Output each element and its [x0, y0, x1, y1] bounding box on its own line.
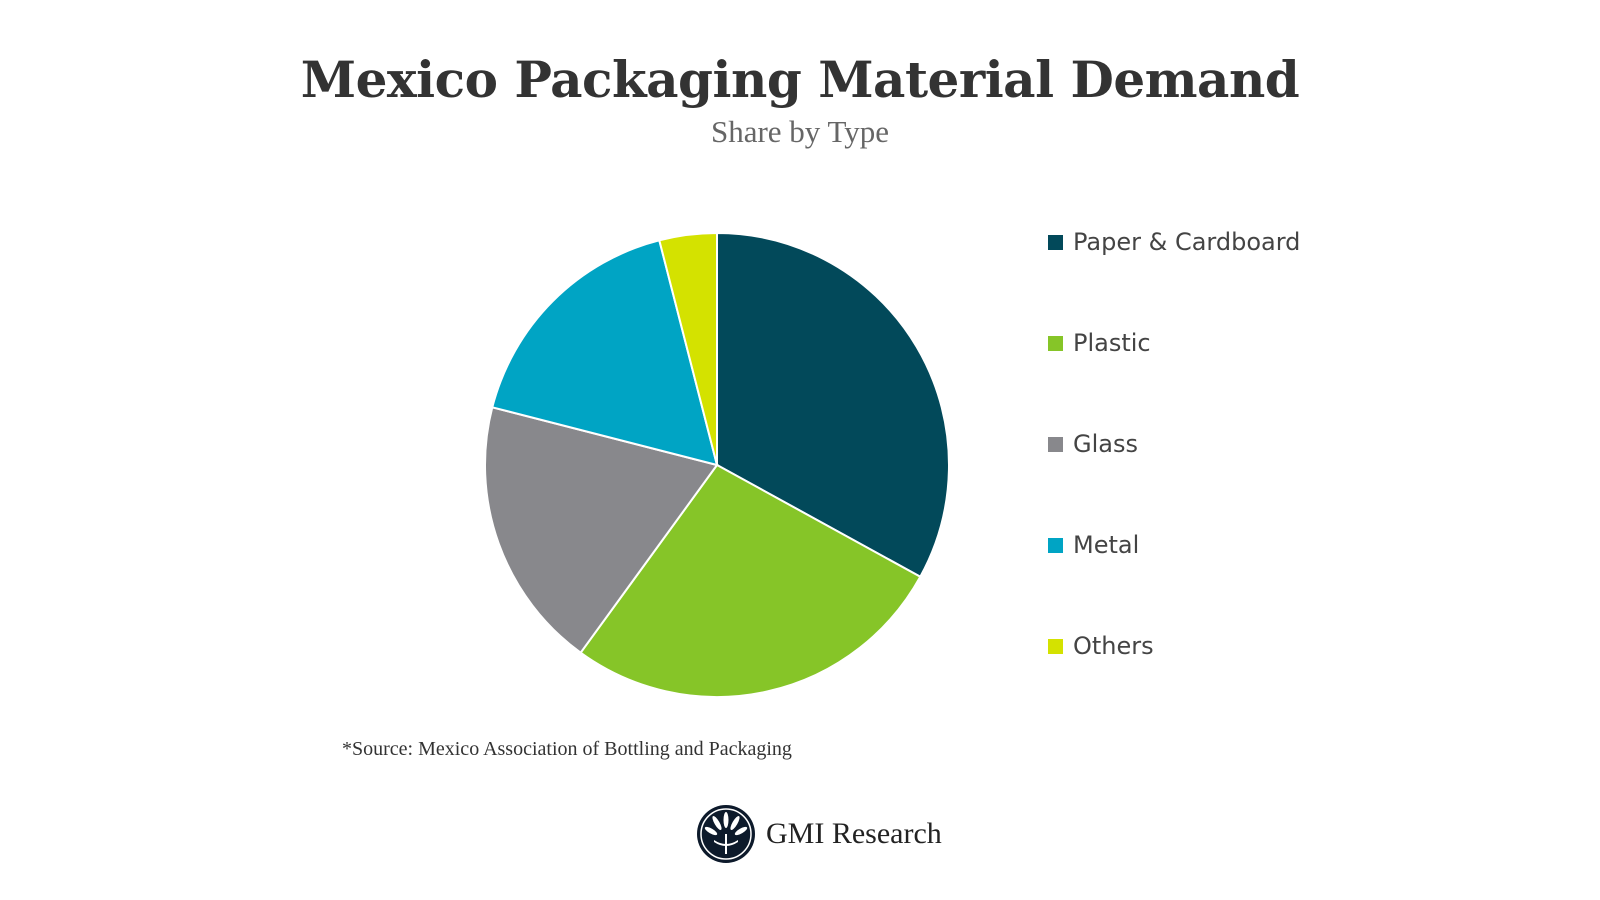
logo-text: GMI Research	[766, 817, 942, 850]
legend-item: Glass	[1048, 429, 1138, 459]
legend-item: Others	[1048, 631, 1154, 661]
gmi-logo: GMI Research	[696, 804, 942, 864]
pie-slice-metal	[491, 239, 719, 467]
legend-item: Paper & Cardboard	[1048, 227, 1300, 257]
pie-slice-plastic	[579, 463, 922, 698]
source-note: *Source: Mexico Association of Bottling …	[342, 738, 792, 760]
legend-label: Paper & Cardboard	[1073, 228, 1301, 256]
legend-item: Plastic	[1048, 328, 1151, 358]
chart-subtitle: Share by Type	[710, 114, 890, 149]
pie-slice-others	[658, 231, 718, 466]
chart-title: Mexico Packaging Material Demand	[300, 50, 1300, 109]
legend-swatch	[1048, 638, 1063, 654]
legend-swatch	[1048, 234, 1063, 250]
legend-swatch	[1048, 436, 1063, 452]
pie-slice-glass	[484, 406, 719, 655]
legend-item: Metal	[1048, 530, 1139, 560]
legend-label: Glass	[1073, 430, 1138, 458]
legend-label: Metal	[1073, 531, 1140, 559]
gmi-fan-logo-icon	[697, 805, 755, 863]
legend-swatch	[1048, 537, 1063, 553]
legend-swatch	[1048, 335, 1063, 351]
pie-slice-paper-cardboard	[716, 231, 950, 579]
legend-label: Others	[1073, 632, 1154, 660]
legend-label: Plastic	[1073, 329, 1151, 357]
